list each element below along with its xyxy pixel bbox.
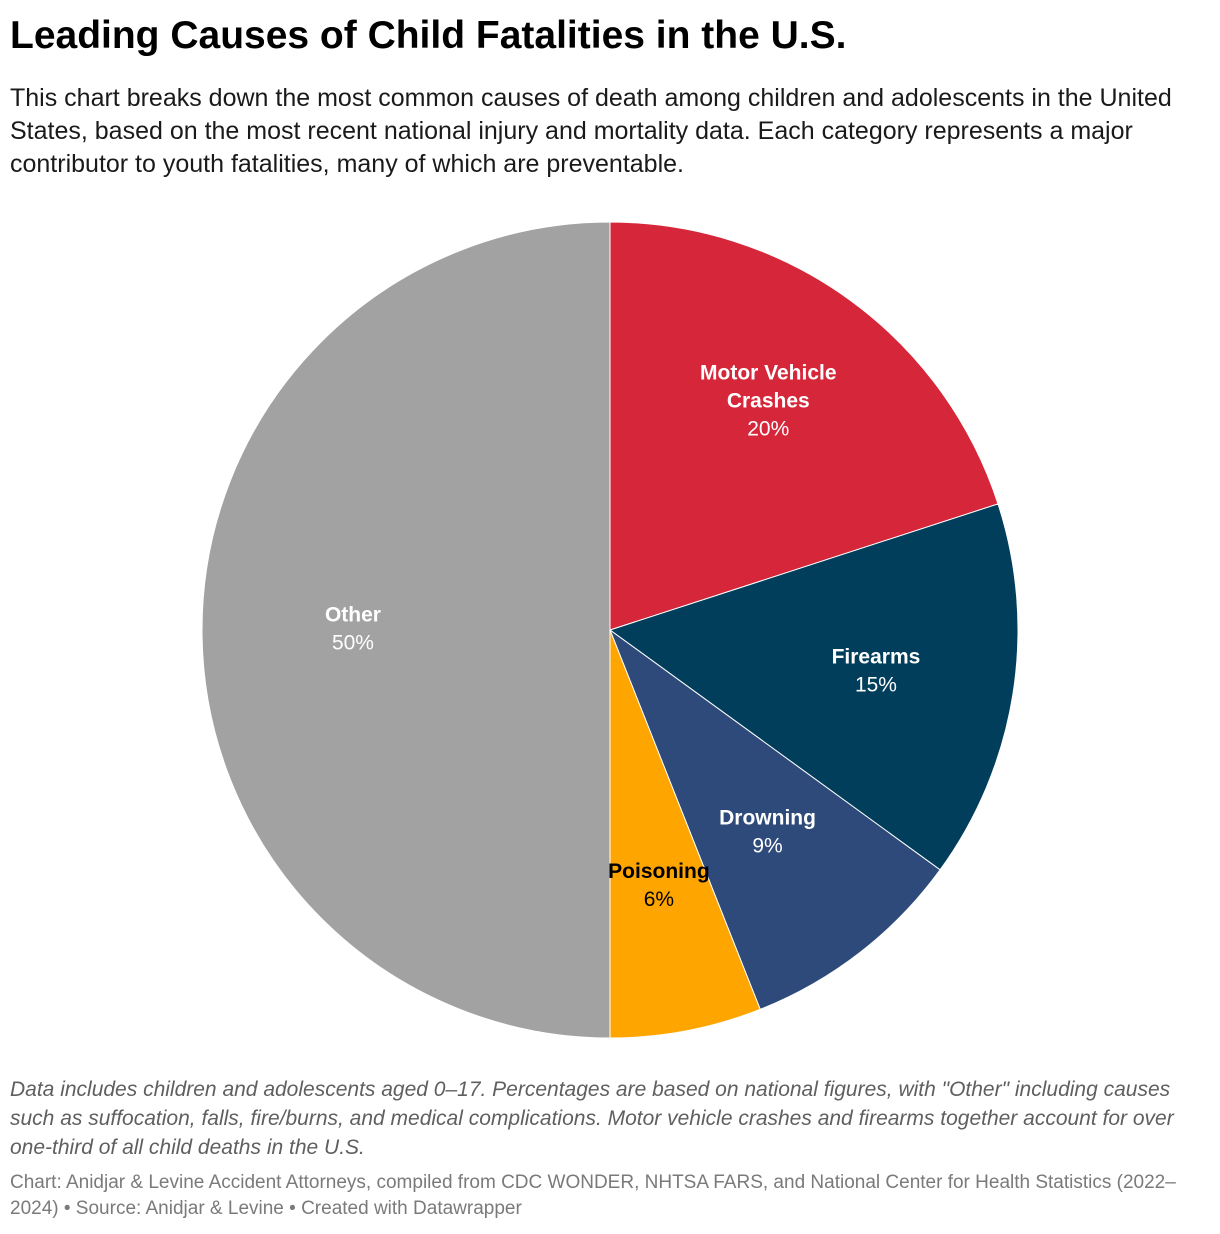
slice-name: Firearms <box>832 646 921 669</box>
chart-subtitle: This chart breaks down the most common c… <box>10 84 1172 178</box>
pie-labels: Motor Vehicle Crashes 20% Firearms 15% Drowni… <box>325 362 920 911</box>
pie-slice-firearms <box>608 503 1019 871</box>
slice-name: Crashes <box>727 390 810 413</box>
pie-slice-motor-vehicle-crashes <box>609 221 999 631</box>
pie-slice-drowning <box>608 628 941 1010</box>
pie-label-poisoning: Poisoning 6% <box>608 860 710 911</box>
pie-label-drowning: Drowning 9% <box>719 807 816 858</box>
chart-title: Leading Causes of Child Fatalities in th… <box>10 14 847 57</box>
pie-slices <box>201 221 1019 1039</box>
slice-value: 15% <box>855 674 897 697</box>
slice-value: 6% <box>644 888 674 911</box>
pie-chart: Motor Vehicle Crashes 20% Firearms 15% Drowni… <box>201 221 1019 1039</box>
chart-credits: Chart: Anidjar & Levine Accident Attorne… <box>10 1172 1176 1219</box>
pie-label-other: Other 50% <box>325 604 381 655</box>
slice-name: Drowning <box>719 807 816 830</box>
slice-name: Other <box>325 604 381 627</box>
pie-label-motor-vehicle-crashes: Motor Vehicle Crashes 20% <box>700 362 837 441</box>
pie-slice-other <box>201 221 611 1039</box>
slice-name: Motor Vehicle <box>700 362 837 385</box>
pie-slice-poisoning <box>609 629 761 1039</box>
chart-notes: Data includes children and adolescents a… <box>10 1078 1174 1159</box>
slice-name: Poisoning <box>608 860 710 883</box>
slice-value: 50% <box>332 632 374 655</box>
slice-value: 9% <box>752 835 782 858</box>
pie-label-firearms: Firearms 15% <box>832 646 921 697</box>
slice-value: 20% <box>747 418 789 441</box>
